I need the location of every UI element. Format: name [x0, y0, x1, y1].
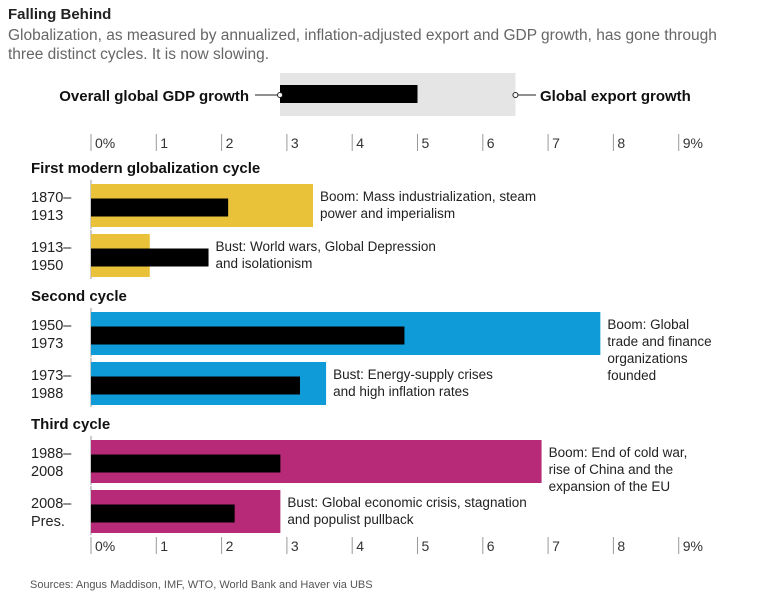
x-tick-label-bottom: 5	[422, 538, 430, 554]
period-label: 1988	[31, 386, 63, 402]
legend-gdp-dot	[277, 92, 283, 98]
chart-subtitle: Globalization, as measured by annualized…	[8, 27, 717, 63]
x-tick-label-top: 9%	[683, 135, 703, 151]
row-annotation: founded	[607, 368, 656, 383]
period-label: 1913–	[31, 240, 72, 256]
period-label: 1988–	[31, 446, 72, 462]
row-annotation: Bust: Global economic crisis, stagnation	[287, 495, 526, 510]
x-tick-label-top: 6	[487, 135, 495, 151]
x-tick-label-bottom: 2	[226, 538, 234, 554]
period-label: Pres.	[31, 514, 65, 530]
gdp-bar	[91, 326, 405, 345]
period-label: 1950	[31, 258, 63, 274]
x-tick-label-top: 5	[422, 135, 430, 151]
x-tick-label-bottom: 3	[291, 538, 299, 554]
row-annotation: Bust: World wars, Global Depression	[216, 239, 436, 254]
x-tick-label-top: 3	[291, 135, 299, 151]
legend-gdp-bar	[280, 85, 418, 103]
row-annotation: Boom: Global	[607, 317, 689, 332]
row-annotation: power and imperialism	[320, 206, 455, 221]
cycle-header: First modern globalization cycle	[31, 160, 260, 177]
legend-gdp-label: Overall global GDP growth	[59, 88, 249, 105]
gdp-bar	[91, 454, 281, 473]
x-tick-label-top: 0%	[95, 135, 115, 151]
legend-export-dot	[512, 92, 519, 98]
x-tick-label-bottom: 8	[617, 538, 625, 554]
row-annotation: Bust: Energy-supply crises	[333, 367, 493, 382]
row-annotation: expansion of the EU	[549, 479, 671, 494]
row-annotation: and high inflation rates	[333, 384, 469, 399]
gdp-bar	[91, 504, 235, 523]
gdp-bar	[91, 198, 229, 217]
source-note: Sources: Angus Maddison, IMF, WTO, World…	[30, 579, 373, 591]
period-label: 2008	[31, 464, 63, 480]
period-label: 2008–	[31, 496, 72, 512]
x-tick-label-bottom: 6	[487, 538, 495, 554]
row-annotation: and populist pullback	[287, 512, 413, 527]
row-annotation: and isolationism	[216, 256, 313, 271]
gdp-bar	[91, 376, 300, 395]
period-label: 1950–	[31, 318, 72, 334]
x-tick-label-bottom: 7	[552, 538, 560, 554]
chart-title: Falling Behind	[8, 6, 112, 23]
x-tick-label-bottom: 1	[160, 538, 168, 554]
x-tick-label-bottom: 9%	[683, 538, 703, 554]
row-annotation: Boom: End of cold war,	[549, 445, 688, 460]
cycle-header: Second cycle	[31, 288, 127, 305]
row-annotation: trade and finance	[607, 334, 711, 349]
gdp-bar	[91, 248, 209, 267]
x-tick-label-top: 7	[552, 135, 560, 151]
period-label: 1870–	[31, 190, 72, 206]
period-label: 1913	[31, 208, 63, 224]
legend-export-label: Global export growth	[540, 88, 691, 105]
x-tick-label-bottom: 0%	[95, 538, 115, 554]
x-tick-label-top: 2	[226, 135, 234, 151]
x-tick-label-top: 4	[356, 135, 364, 151]
x-tick-label-bottom: 4	[356, 538, 364, 554]
cycle-header: Third cycle	[31, 416, 110, 433]
x-tick-label-top: 1	[160, 135, 168, 151]
period-label: 1973–	[31, 368, 72, 384]
row-annotation: Boom: Mass industrialization, steam	[320, 189, 536, 204]
row-annotation: rise of China and the	[549, 462, 674, 477]
period-label: 1973	[31, 336, 63, 352]
x-tick-label-top: 8	[617, 135, 625, 151]
row-annotation: organizations	[607, 351, 688, 366]
